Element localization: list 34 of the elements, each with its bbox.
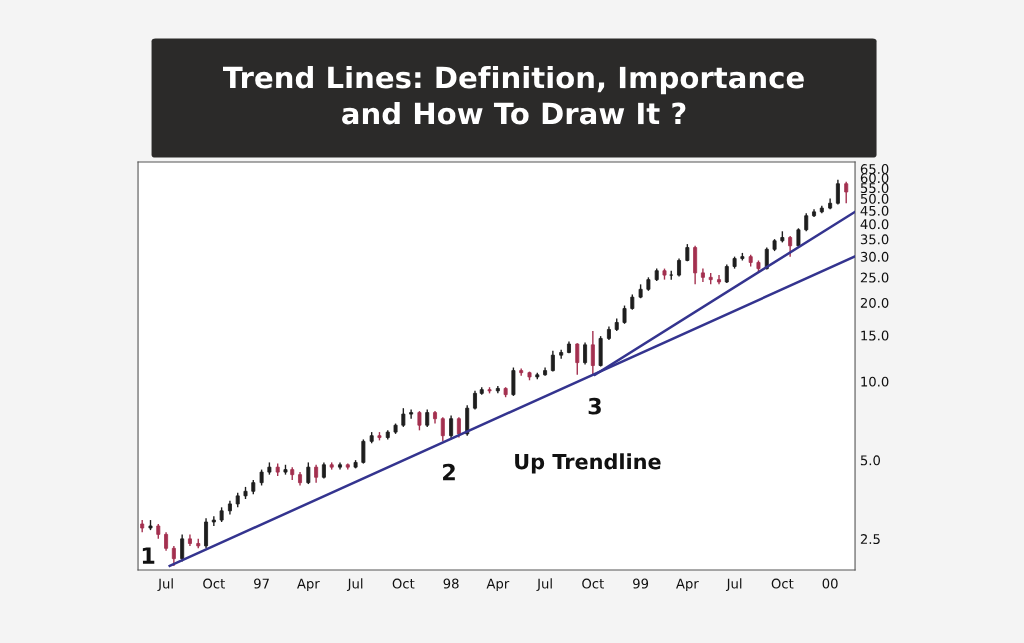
x-tick-label: Apr [676,578,699,592]
x-tick-label: Jul [157,578,173,592]
y-tick-label: 2.5 [860,534,880,545]
y-tick-label: 15.0 [861,330,889,341]
annotation: 2 [443,463,455,481]
x-tick-label: 97 [254,578,269,589]
x-tick-label: Jul [536,578,552,592]
y-tick-label: 30.0 [860,251,889,262]
y-tick-label: 5.0 [860,455,881,466]
annotation: 3 [588,397,601,415]
x-tick-label: Oct [771,578,794,589]
y-tick-label: 65.0 [860,164,889,175]
y-tick-label: 55.0 [860,183,889,193]
x-tick-label: Apr [486,578,510,592]
chart-title: Trend Lines: Definition, Importance and How To Draw It ? [223,65,804,125]
x-tick-label: Oct [203,578,225,589]
y-tick-label: 60.0 [860,173,889,184]
x-tick-label: Oct [392,578,415,589]
x-tick-label: Jul [725,578,742,592]
x-tick-label: 99 [633,578,649,589]
y-tick-label: 40.0 [860,219,889,230]
y-tick-label: 20.0 [860,297,889,308]
y-tick-label: 10.0 [861,376,889,387]
y-tick-label: 35.0 [860,234,889,245]
y-tick-label: 25.0 [860,272,889,283]
x-tick-label: Oct [582,578,604,589]
series-label: Up Trendline [515,453,661,474]
x-tick-label: Jul [346,578,363,592]
x-tick-label: 98 [443,578,459,589]
y-tick-label: 50.0 [860,193,889,204]
annotation: 1 [142,547,155,564]
x-tick-label: 00 [822,578,838,589]
x-tick-label: Apr [297,578,320,592]
y-tick-label: 45.0 [860,205,889,216]
